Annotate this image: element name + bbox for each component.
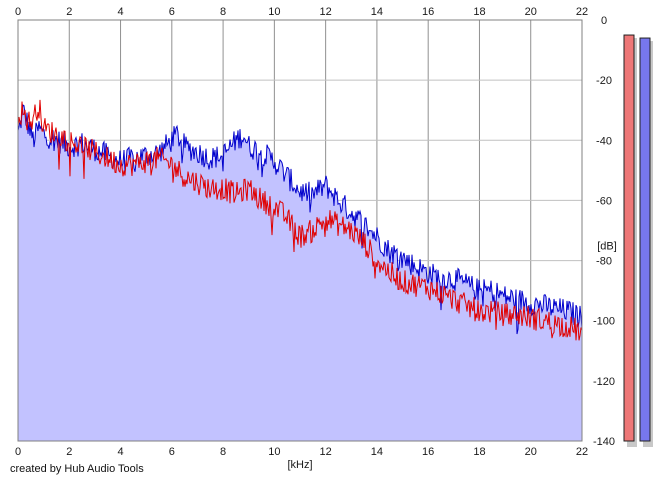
y-axis-label: [dB] bbox=[597, 241, 617, 253]
spectrum-fills bbox=[18, 105, 582, 441]
x-tick-top-1: 2 bbox=[66, 6, 72, 18]
level-meters bbox=[623, 34, 653, 448]
spectrum-lines bbox=[17, 99, 583, 341]
x-tick-bottom-2: 4 bbox=[117, 446, 123, 458]
x-tick-bottom-7: 14 bbox=[371, 446, 383, 458]
y-tick-0: 0 bbox=[601, 15, 607, 27]
credit-text: created by Hub Audio Tools bbox=[10, 463, 144, 475]
level-meter-0 bbox=[623, 34, 635, 442]
x-tick-top-6: 12 bbox=[320, 6, 332, 18]
y-tick-labels: 0 -20 -40 -60 -80 -100 -120 -140 bbox=[593, 15, 615, 448]
y-tick-5: -100 bbox=[593, 316, 615, 328]
x-tick-bottom-1: 2 bbox=[66, 446, 72, 458]
x-tick-top-5: 10 bbox=[268, 6, 280, 18]
x-tick-bottom-8: 16 bbox=[422, 446, 434, 458]
x-tick-bottom-0: 0 bbox=[15, 446, 21, 458]
x-axis-label: [kHz] bbox=[287, 459, 312, 471]
x-tick-labels-top: 0 2 4 6 8 10 12 14 16 18 20 22 bbox=[15, 6, 588, 18]
series-line-1 bbox=[17, 99, 583, 341]
x-tick-top-4: 8 bbox=[220, 6, 226, 18]
x-tick-bottom-11: 22 bbox=[576, 446, 588, 458]
level-meter-1 bbox=[639, 37, 651, 442]
x-tick-bottom-6: 12 bbox=[320, 446, 332, 458]
x-tick-top-2: 4 bbox=[117, 6, 123, 18]
y-tick-7: -140 bbox=[593, 436, 615, 448]
x-tick-top-0: 0 bbox=[15, 6, 21, 18]
x-tick-bottom-3: 6 bbox=[169, 446, 175, 458]
x-tick-top-11: 22 bbox=[576, 6, 588, 18]
series-fill-0 bbox=[18, 105, 582, 441]
y-tick-6: -120 bbox=[593, 376, 615, 388]
y-tick-3: -60 bbox=[596, 195, 612, 207]
x-tick-top-3: 6 bbox=[169, 6, 175, 18]
x-tick-top-8: 16 bbox=[422, 6, 434, 18]
x-tick-labels-bottom: 0 2 4 6 8 10 12 14 16 18 20 22 bbox=[15, 446, 588, 458]
x-tick-top-7: 14 bbox=[371, 6, 383, 18]
x-tick-bottom-5: 10 bbox=[268, 446, 280, 458]
plot-frame bbox=[17, 19, 583, 442]
x-tick-bottom-9: 18 bbox=[473, 446, 485, 458]
x-tick-bottom-10: 20 bbox=[525, 446, 537, 458]
y-tick-1: -20 bbox=[596, 75, 612, 87]
x-tick-top-10: 20 bbox=[525, 6, 537, 18]
y-tick-4: -80 bbox=[596, 256, 612, 268]
y-tick-2: -40 bbox=[596, 135, 612, 147]
x-tick-top-9: 18 bbox=[473, 6, 485, 18]
x-tick-bottom-4: 8 bbox=[220, 446, 226, 458]
